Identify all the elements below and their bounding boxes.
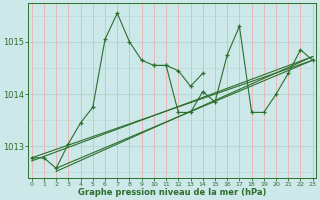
- X-axis label: Graphe pression niveau de la mer (hPa): Graphe pression niveau de la mer (hPa): [78, 188, 267, 197]
